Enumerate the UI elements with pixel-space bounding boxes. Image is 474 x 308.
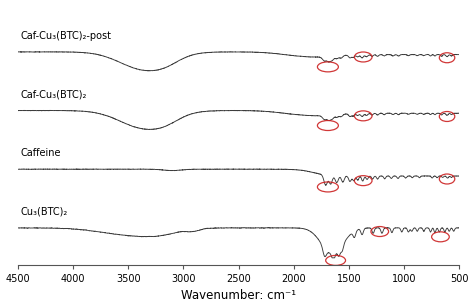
X-axis label: Wavenumber: cm⁻¹: Wavenumber: cm⁻¹: [181, 290, 296, 302]
Text: Cu₃(BTC)₂: Cu₃(BTC)₂: [20, 207, 67, 217]
Text: Caf-Cu₃(BTC)₂-post: Caf-Cu₃(BTC)₂-post: [20, 31, 111, 41]
Text: Caf-Cu₃(BTC)₂: Caf-Cu₃(BTC)₂: [20, 89, 86, 99]
Text: Caffeine: Caffeine: [20, 148, 61, 158]
